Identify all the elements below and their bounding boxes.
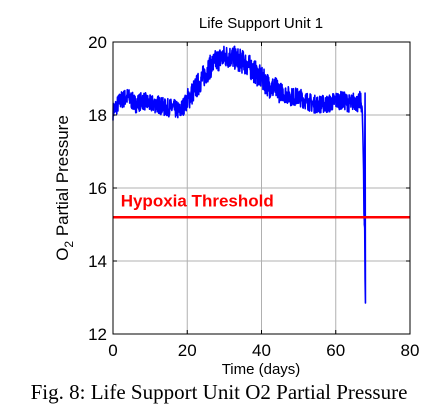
x-tick-label-1: 20 (178, 341, 197, 360)
x-tick-label-3: 60 (326, 341, 345, 360)
ticks: 0 20 40 60 80 12 14 16 18 20 (88, 33, 419, 360)
x-tick-label-0: 0 (108, 341, 117, 360)
o2-pressure-series-line (112, 45, 367, 304)
figure-caption: Fig. 8: Life Support Unit O2 Partial Pre… (30, 380, 408, 404)
y-axis-label: O2 Partial Pressure (53, 115, 76, 261)
hypoxia-threshold-label: Hypoxia Threshold (121, 191, 274, 210)
y-tick-label-0: 12 (88, 325, 107, 344)
y-tick-label-2: 16 (88, 179, 107, 198)
x-tick-label-2: 40 (252, 341, 271, 360)
y-axis-label-subscript: 2 (62, 241, 76, 248)
y-tick-label-1: 14 (88, 252, 107, 271)
x-axis-label: Time (days) (222, 361, 301, 378)
y-axis-label-prefix: O (53, 248, 72, 261)
chart-title: Life Support Unit 1 (199, 15, 323, 32)
y-axis-label-suffix: Partial Pressure (53, 115, 72, 241)
y-tick-label-4: 20 (88, 33, 107, 52)
x-tick-label-4: 80 (401, 341, 420, 360)
series-layer (112, 45, 410, 304)
y-tick-label-3: 18 (88, 106, 107, 125)
